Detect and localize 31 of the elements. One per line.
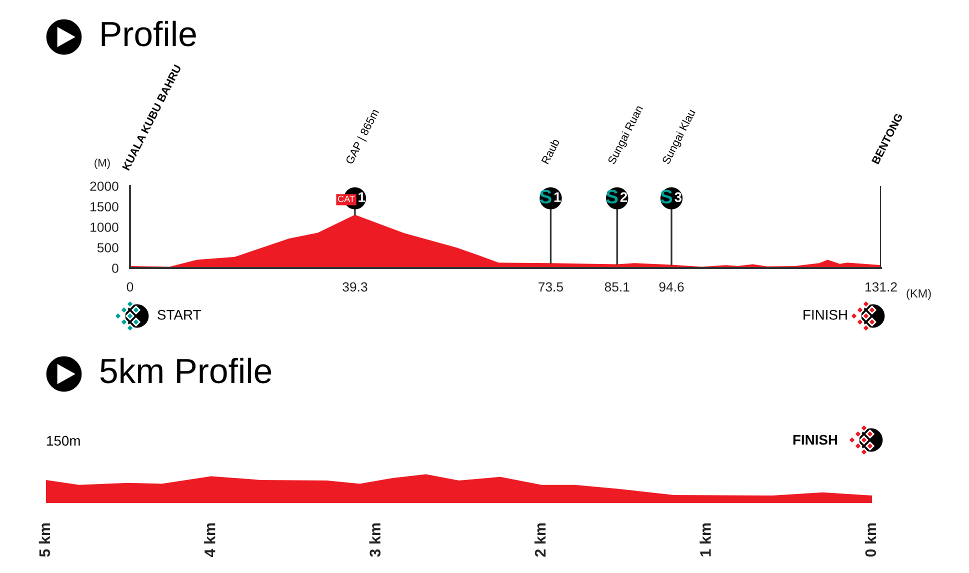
x-tick-label: 85.1 <box>604 282 630 292</box>
text: 150m <box>47 436 80 446</box>
text: GAP | 865m <box>345 108 381 166</box>
y-tick-label: 1500 <box>90 202 118 212</box>
x-tick-label: 4 km <box>204 523 216 558</box>
x-tick-label: 73.5 <box>538 282 564 292</box>
x-tick-label: 3 km <box>369 523 381 557</box>
annotation: S3 <box>660 190 682 204</box>
text: FINISH <box>804 310 847 320</box>
x-tick-label: 39.3 <box>342 282 368 292</box>
annotation: S2 <box>606 190 628 204</box>
x-tick-label: 0 km <box>864 523 876 557</box>
text: FINISH <box>793 434 838 445</box>
annotation: S1 <box>540 190 561 204</box>
x-tick-label: 1 km <box>700 523 711 556</box>
x-axis-title: (KM) <box>906 288 931 300</box>
annotation: CAT 1 <box>338 192 366 202</box>
chart-title: 5km Profile <box>100 358 272 384</box>
text: Raub <box>540 138 560 164</box>
chart-title: Profile <box>102 20 196 46</box>
x-tick-label: 2 km <box>534 523 546 557</box>
y-axis-title: (M) <box>94 158 110 169</box>
y-tick-label: 2000 <box>90 182 118 191</box>
y-tick-label: 500 <box>97 243 118 252</box>
x-tick-label: 0 <box>126 282 134 292</box>
y-tick-label: 1000 <box>90 222 118 232</box>
y-tick-label: 0 <box>112 264 118 273</box>
x-tick-label: 5 km <box>38 523 50 557</box>
x-tick-label: 94.6 <box>659 282 684 292</box>
x-tick-label: 131.2 <box>866 282 897 292</box>
text: START <box>158 310 201 320</box>
